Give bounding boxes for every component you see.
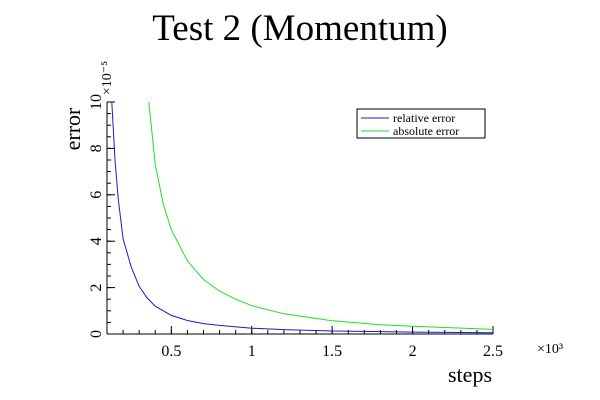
x-tick-label: 2.5 — [483, 343, 503, 360]
y-tick-label: 0 — [88, 330, 105, 338]
x-multiplier-label: ×10³ — [537, 342, 563, 357]
series-line-relative-error — [111, 101, 494, 334]
x-tick-label: 1.5 — [322, 343, 342, 360]
x-tick-label: 2 — [409, 343, 417, 360]
legend-box — [356, 108, 486, 139]
y-tick-label: 8 — [88, 144, 105, 152]
legend-label: relative error — [393, 111, 455, 125]
series-line-absolute-error — [148, 101, 494, 330]
y-tick-label: 4 — [88, 237, 105, 245]
y-multiplier-label: ×10⁻⁵ — [100, 61, 115, 95]
x-tick-label: 0.5 — [161, 343, 181, 360]
y-axis-label: error — [60, 107, 85, 150]
legend-label: absolute error — [393, 124, 459, 138]
y-tick-label: 10 — [88, 94, 105, 110]
chart-title: Test 2 (Momentum) — [152, 8, 447, 49]
x-tick-label: 1 — [248, 343, 256, 360]
x-axis-label: steps — [448, 362, 492, 387]
y-tick-label: 6 — [88, 191, 105, 199]
y-tick-label: 2 — [88, 284, 105, 292]
